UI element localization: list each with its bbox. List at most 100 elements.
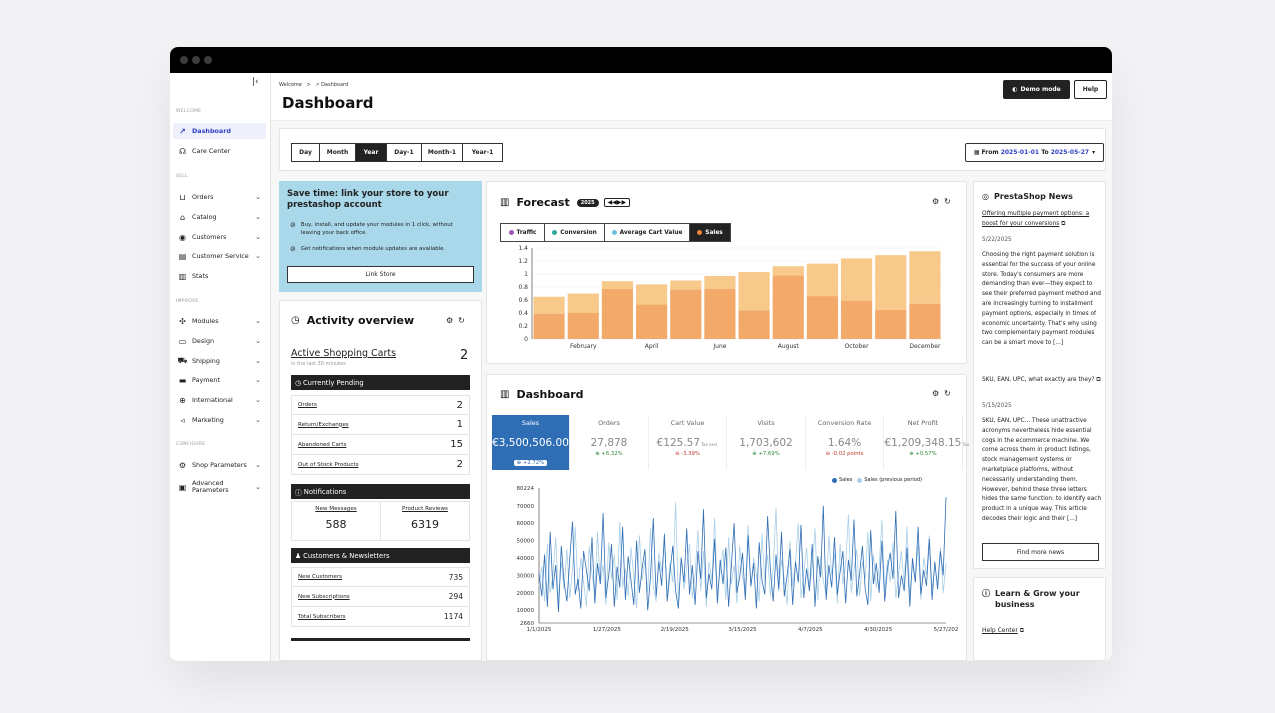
kpi-sales[interactable]: Sales €3,500,506.00 ⊕ +2.72% — [492, 415, 570, 470]
find-more-news-button[interactable]: Find more news — [982, 543, 1099, 561]
pending-returns-link[interactable]: Return/Exchanges — [298, 421, 349, 428]
promo-bullet: ⊘ Buy, install, and update your modules i… — [290, 221, 470, 237]
period-month-1-button[interactable]: Month-1 — [421, 143, 463, 162]
pending-orders-link[interactable]: Orders — [298, 402, 317, 408]
demo-mode-button[interactable]: ◐ Demo mode — [1003, 80, 1070, 99]
period-month-button[interactable]: Month — [319, 143, 356, 162]
help-center-link[interactable]: Help Center ⧉ — [982, 627, 1024, 635]
forecast-legend-traffic[interactable]: Traffic — [500, 223, 545, 242]
kpi-net-profit[interactable]: Net Profit €1,209,348.15 Tax ⊕ +0.57% — [885, 415, 969, 470]
kpi-cart-value[interactable]: Cart Value €125.57 Tax excl. ⊖ -3.39% — [649, 415, 727, 470]
desktop-icon: ▭ — [178, 336, 187, 346]
sidebar-item-label: Payment — [192, 376, 220, 384]
news-item-link[interactable]: SKU, EAN, UPC, what exactly are they? — [982, 377, 1095, 383]
help-button[interactable]: Help — [1074, 80, 1107, 99]
forecast-bar — [806, 263, 838, 297]
sidebar-section-welcome: WELCOME — [176, 109, 202, 114]
chevron-down-icon: ⌄ — [255, 376, 261, 384]
news-item-date: 5/15/2025 — [982, 403, 1012, 409]
legend-label[interactable]: Sales (previous period) — [864, 477, 923, 483]
period-year-1-button[interactable]: Year-1 — [462, 143, 503, 162]
kpi-conversion-rate[interactable]: Conversion Rate 1.64% ⊖ -0.02 points — [806, 415, 884, 470]
toggle-icon: ◐ — [1012, 86, 1018, 93]
forecast-legend-sales[interactable]: Sales — [689, 223, 731, 242]
product-reviews-link[interactable]: Product Reviews — [402, 506, 448, 512]
to-label: To — [1041, 149, 1049, 156]
sidebar-item-modules[interactable]: ✣ Modules ⌄ — [173, 313, 266, 329]
sidebar-item-care-center[interactable]: ☊ Care Center — [173, 143, 266, 159]
new-customers-link[interactable]: New Customers — [298, 574, 343, 580]
sidebar-item-customers[interactable]: ◉ Customers ⌄ — [173, 229, 266, 245]
gear-icon[interactable]: ⚙ — [446, 316, 459, 325]
abandoned-carts-link[interactable]: Abandoned Carts — [298, 441, 347, 448]
forecast-bar — [841, 300, 873, 339]
chevron-down-icon: ⌄ — [255, 357, 261, 365]
news-item-title[interactable]: SKU, EAN, UPC, what exactly are they? ⧉ — [982, 376, 1102, 386]
sidebar-item-design[interactable]: ▭ Design ⌄ — [173, 333, 266, 349]
legend-dot-icon — [611, 230, 617, 235]
link-store-button[interactable]: Link Store — [287, 266, 474, 283]
forecast-bar — [772, 266, 804, 276]
refresh-icon[interactable]: ↻ — [944, 197, 956, 206]
date-range-picker[interactable]: ▦ From 2025-01-01 To 2025-05-27 ▾ — [965, 143, 1104, 162]
year-navigation-icon[interactable]: ◀◀▶▶ — [603, 198, 631, 207]
user-circle-icon: ◉ — [179, 232, 186, 242]
kpi-name: Visits — [757, 419, 775, 427]
out-of-stock-link[interactable]: Out of Stock Products — [298, 461, 359, 468]
legend-dot-icon — [697, 230, 703, 235]
window-dot[interactable] — [180, 56, 188, 64]
card-title-text: Dashboard — [516, 388, 584, 401]
kpi-visits[interactable]: Visits 1,703,602 ⊕ +7.69% — [728, 415, 806, 470]
sidebar-item-shop-parameters[interactable]: ⚙ Shop Parameters ⌄ — [173, 457, 266, 473]
forecast-legend-average-cart-value[interactable]: Average Cart Value — [604, 223, 690, 242]
sidebar-item-shipping[interactable]: ⛟ Shipping ⌄ — [173, 353, 266, 369]
forecast-legend-conversion[interactable]: Conversion — [544, 223, 605, 242]
y-tick-label: 60000 — [517, 521, 535, 527]
sidebar-item-catalog[interactable]: ⌂ Catalog ⌄ — [173, 209, 266, 225]
forecast-bar — [772, 275, 804, 339]
refresh-icon[interactable]: ↻ — [944, 389, 956, 398]
sales-line-chart: 2660 10000 20000 30000 40000 50000 60000 70000 8… — [517, 486, 959, 633]
sidebar-item-advanced-parameters[interactable]: ▣ Advanced Parameters ⌄ — [173, 476, 266, 498]
refresh-icon[interactable]: ↻ — [458, 316, 470, 325]
sidebar-item-international[interactable]: ⊕ International ⌄ — [173, 392, 266, 408]
forecast-card: ▥ Forecast 2025 ◀◀▶▶ ⚙↻ Traffic Conversio… — [486, 181, 967, 364]
breadcrumb-welcome[interactable]: Welcome — [279, 82, 302, 88]
kpi-delta: ⊕ +7.69% — [752, 451, 780, 457]
news-item-title[interactable]: Offering multiple payment options: a boo… — [982, 210, 1102, 230]
news-item-link[interactable]: Offering multiple payment options: a boo… — [982, 211, 1090, 227]
forecast-bar — [704, 288, 736, 339]
active-carts-link[interactable]: Active Shopping Carts — [291, 348, 397, 359]
sidebar: |‹ WELCOME ↗ Dashboard ☊ Care Center SELL … — [170, 73, 271, 661]
x-tick-label: February — [570, 343, 597, 350]
kpi-value: €3,500,506.00 — [492, 437, 569, 449]
collapse-sidebar-icon[interactable]: |‹ — [252, 77, 259, 87]
sidebar-item-stats[interactable]: ▥ Stats — [173, 268, 266, 284]
forecast-bar — [533, 313, 565, 339]
kpi-orders[interactable]: Orders 27,878 ⊕ +6.32% — [571, 415, 649, 470]
gear-icon[interactable]: ⚙ — [932, 197, 945, 206]
demo-mode-label: Demo mode — [1020, 86, 1061, 93]
period-year-button[interactable]: Year — [355, 143, 387, 162]
sidebar-item-customer-service[interactable]: ▤ Customer Service ⌄ — [173, 248, 266, 264]
row-value: 1 — [456, 419, 463, 430]
gear-icon[interactable]: ⚙ — [932, 389, 945, 398]
card-title-text: Forecast — [516, 196, 570, 209]
help-center-label[interactable]: Help Center — [982, 627, 1018, 634]
window-dot[interactable] — [204, 56, 212, 64]
kpi-name: Conversion Rate — [817, 419, 872, 427]
period-day-button[interactable]: Day — [291, 143, 320, 162]
legend-label[interactable]: Sales — [839, 477, 853, 483]
sidebar-item-marketing[interactable]: ◃ Marketing ⌄ — [173, 412, 266, 428]
window-dot[interactable] — [192, 56, 200, 64]
sidebar-item-payment[interactable]: ▬ Payment ⌄ — [173, 372, 266, 388]
row-value: 2 — [456, 399, 463, 411]
total-subscribers-link[interactable]: Total Subscribers — [298, 613, 346, 620]
card-tools: ⚙↻ — [932, 389, 956, 398]
sidebar-item-dashboard[interactable]: ↗ Dashboard — [173, 123, 266, 139]
new-messages-link[interactable]: New Messages — [315, 506, 357, 512]
period-day-1-button[interactable]: Day-1 — [386, 143, 422, 162]
sidebar-item-orders[interactable]: ⊔ Orders ⌄ — [173, 189, 266, 205]
new-subscriptions-link[interactable]: New Subscriptions — [298, 593, 350, 600]
headset-icon: ☊ — [178, 146, 187, 156]
